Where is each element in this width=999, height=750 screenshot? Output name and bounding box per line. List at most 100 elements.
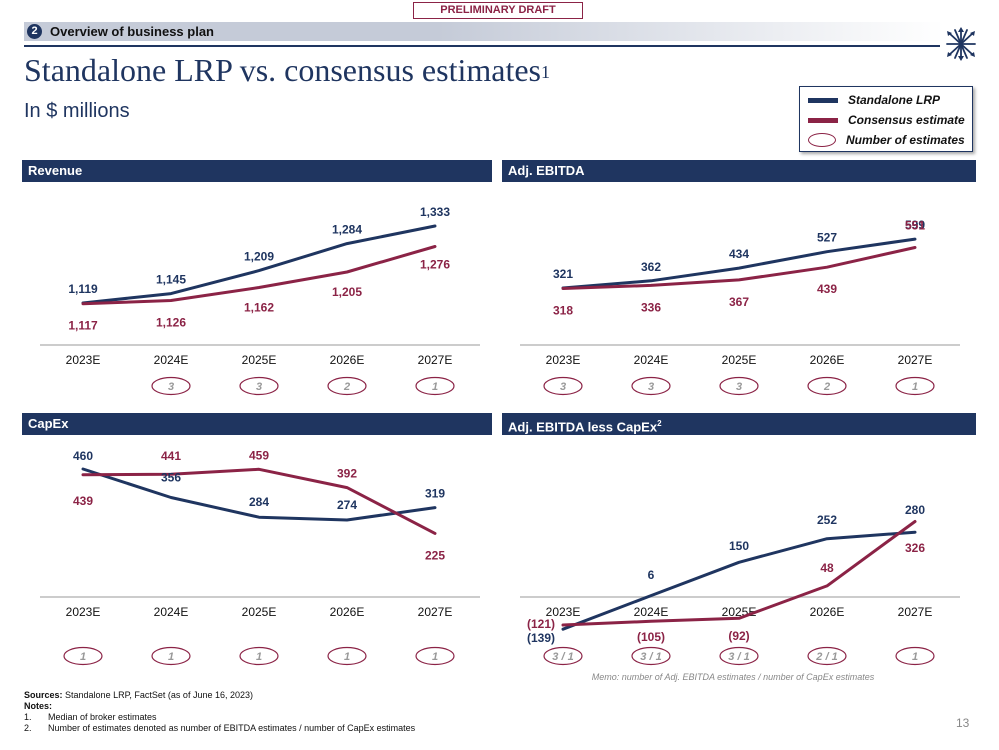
panel-title-footnote: 2 [657,419,662,428]
estimate-count-label: 1 [80,651,86,663]
estimate-count-label: 3 [560,381,566,393]
legend-oval-icon [808,133,836,147]
consensus-data-label: 336 [641,300,661,314]
panel-title: Adj. EBITDA less CapEx [508,419,658,435]
notes-label-text: Notes: [24,701,53,711]
consensus-data-label: 1,276 [420,257,450,271]
estimate-count-oval [631,376,671,396]
consensus-series-line [81,467,437,535]
panel-title: Adj. EBITDA [508,163,585,178]
section-bar [24,22,944,41]
arrows-burst-logo-icon [946,27,976,61]
consensus-data-label: (121) [527,617,555,631]
lrp-data-label: 321 [553,267,573,281]
page-number: 13 [956,716,970,730]
consensus-data-label: 225 [425,548,445,562]
consensus-data-label: 318 [553,304,573,318]
lrp-data-label: 274 [337,498,357,512]
estimate-count-label: 3 [168,381,174,393]
lrp-data-label: 6 [648,568,655,582]
x-tick-label: 2026E [810,605,845,619]
memo-note: Memo: number of Adj. EBITDA estimates / … [591,672,875,682]
lrp-data-label: 356 [161,470,181,484]
estimate-count-oval [151,376,191,396]
lrp-data-label: 1,333 [420,205,450,219]
estimate-count-label: 1 [168,651,174,663]
lrp-data-label: 460 [73,449,93,463]
lrp-data-label: 284 [249,495,269,509]
estimate-count-oval [543,646,583,666]
estimate-count-label: 1 [432,381,438,393]
lrp-data-label: 1,145 [156,273,186,287]
consensus-data-label: 441 [161,449,181,463]
estimate-count-oval [631,646,671,666]
consensus-series-line [561,246,917,290]
estimate-count-oval [719,376,759,396]
consensus-data-label: (105) [637,630,665,644]
section-number-badge: 2 [27,24,42,39]
estimate-count-oval [895,376,935,396]
x-tick-label: 2024E [634,353,669,367]
estimate-count-oval [719,646,759,666]
lrp-data-label: 280 [905,503,925,517]
consensus-data-label: 1,117 [68,319,98,333]
panel-header-adj-ebitda: Adj. EBITDA [502,160,976,182]
estimate-count-label: 3 [736,381,742,393]
x-tick-label: 2026E [810,353,845,367]
lrp-data-label: 599 [905,218,925,232]
consensus-data-label: 1,126 [156,315,186,329]
lrp-data-label: 319 [425,487,445,501]
legend-item-estimates: Number of estimates [808,131,965,149]
x-tick-label: 2026E [330,353,365,367]
legend-label: Standalone LRP [848,93,941,107]
estimate-count-oval [415,376,455,396]
note-item: 2. Number of estimates denoted as number … [24,723,415,734]
lrp-data-label: 1,119 [68,282,98,296]
estimate-count-oval [151,646,191,666]
estimate-count-label: 1 [344,651,350,663]
consensus-data-label: (92) [728,629,749,643]
legend-label: Number of estimates [846,133,965,147]
estimate-count-label: 1 [912,651,918,663]
lrp-series-line [561,237,917,290]
sources-text: Standalone LRP, FactSet (as of June 16, … [65,690,253,700]
estimate-count-label: 2 [343,381,350,393]
lrp-data-label: 434 [729,247,749,261]
estimate-count-oval [239,376,279,396]
estimate-count-oval [415,646,455,666]
consensus-data-label: 48 [820,561,834,575]
chart-legend: Standalone LRP Consensus estimate Number… [799,86,973,152]
consensus-data-label: 439 [73,494,93,508]
note-number: 1. [24,712,32,722]
estimate-count-oval [327,376,367,396]
panel-title: CapEx [28,416,69,431]
consensus-data-label: 439 [817,282,837,296]
x-tick-label: 2027E [898,605,933,619]
x-tick-label: 2023E [66,353,101,367]
sources-line: Sources: Standalone LRP, FactSet (as of … [24,690,415,701]
legend-item-lrp: Standalone LRP [808,91,940,109]
lrp-data-label: 362 [641,260,661,274]
panel-header-revenue: Revenue [22,160,492,182]
sources-label: Sources: [24,690,63,700]
x-tick-label: 2025E [242,353,277,367]
legend-label: Consensus estimate [848,113,965,127]
note-item: 1. Median of broker estimates [24,712,415,723]
consensus-data-label: 551 [905,219,925,233]
consensus-data-label: 1,162 [244,301,274,315]
x-tick-label: 2024E [634,605,669,619]
x-tick-label: 2027E [418,605,453,619]
estimate-count-label: 2 / 1 [815,651,837,663]
estimate-count-oval [239,646,279,666]
panel-header-ebitda-less-capex: Adj. EBITDA less CapEx2 [502,413,976,435]
estimate-count-oval [327,646,367,666]
x-tick-label: 2023E [546,605,581,619]
estimate-count-label: 3 [256,381,262,393]
x-tick-label: 2023E [66,605,101,619]
consensus-series-line [561,520,917,627]
estimate-count-oval [807,376,847,396]
lrp-series-line [561,530,917,631]
estimate-count-label: 3 / 1 [728,651,749,663]
notes-label: Notes: [24,701,415,712]
legend-item-consensus: Consensus estimate [808,111,965,129]
